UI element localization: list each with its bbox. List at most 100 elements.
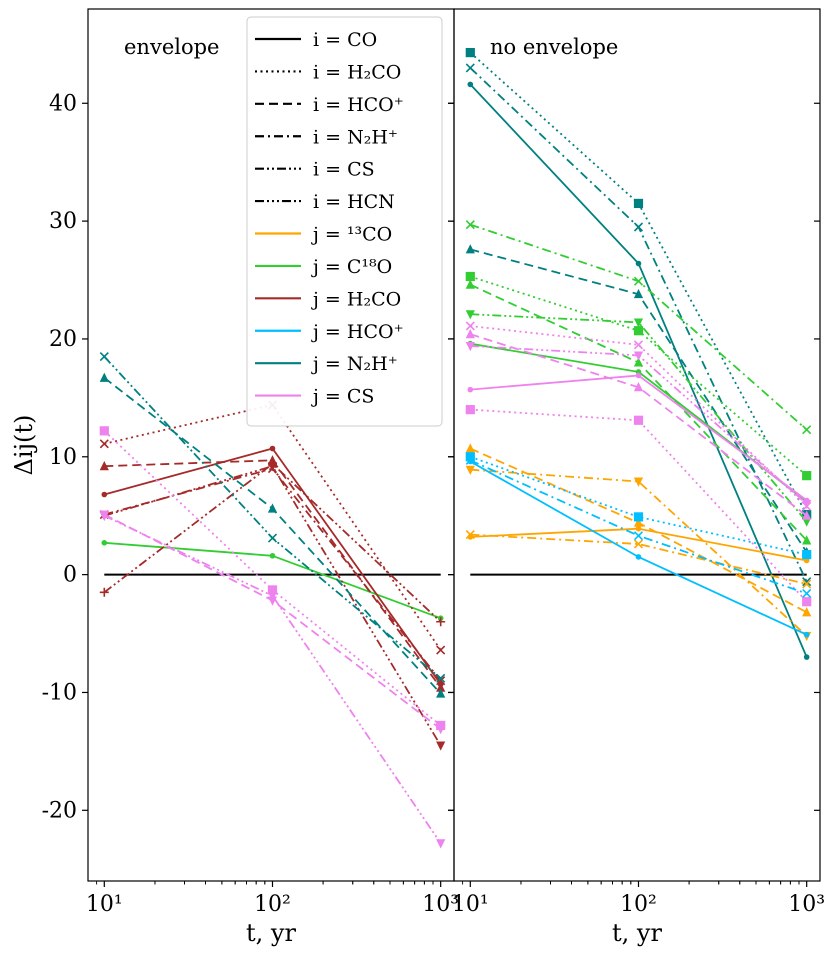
data-point-CS-H2CO-2 (436, 617, 446, 627)
y-tick-label: 40 (49, 91, 77, 116)
data-point-HCN-H2CO-1 (267, 462, 278, 472)
data-point-HCO+-CS-0 (465, 329, 475, 339)
data-point-H2CO-CS-2 (802, 597, 812, 607)
data-point-N2H+-N2H+-0 (465, 63, 475, 73)
data-point-CO-CS-2 (803, 497, 810, 504)
y-axis-title: Δij(t) (10, 415, 38, 476)
data-point-N2H+-C18O-0 (465, 220, 475, 230)
legend-label: i = CO (313, 29, 377, 51)
data-point-H2CO-CS-0 (465, 321, 475, 331)
x-tick-label: 10² (254, 892, 291, 917)
data-point-HCN-H2CO-2 (436, 741, 446, 751)
data-point-N2H+-13CO-0 (465, 465, 475, 475)
data-point-H2CO-N2H+-1 (633, 198, 644, 209)
data-point-CS-N2H+-0 (99, 352, 109, 362)
panel-2: no envelope (453, 8, 821, 882)
legend-label: i = N₂H⁺ (313, 126, 398, 148)
data-point-H2CO-N2H+-0 (465, 48, 475, 58)
panel-1: envelope (87, 8, 455, 882)
data-point-HCO+-N2H+-1 (267, 503, 278, 513)
data-point-H2CO-HCO+-1 (633, 512, 644, 522)
data-point-H2CO-C18O-0 (465, 271, 475, 282)
data-point-H2CO-CS-0 (465, 405, 475, 415)
series-line-H2CO-N2H+ (469, 51, 808, 515)
data-point-CO-CS-1 (635, 372, 642, 379)
legend-box (246, 16, 443, 427)
data-point-HCN-CS-2 (802, 499, 812, 510)
series-line-H2CO-CS (470, 325, 808, 507)
legend-label: j = H₂CO (311, 288, 401, 310)
panel-1-plot-area (99, 352, 446, 849)
data-point-HCO+-N2H+-0 (99, 372, 109, 382)
y-tick-label: 10 (49, 445, 77, 470)
legend-label: j = C¹⁸O (311, 256, 392, 278)
data-point-H2CO-H2CO-0 (99, 439, 109, 449)
legend-label: i = HCO⁺ (313, 94, 404, 116)
series-line-H2CO-CS (103, 430, 442, 727)
data-point-N2H+-13CO-0 (465, 529, 475, 540)
legend-label: j = CS (311, 386, 374, 408)
panel-2-plot-area (465, 48, 812, 660)
data-point-CO-13CO-1 (635, 525, 642, 532)
data-point-HCO+-13CO-0 (465, 443, 475, 453)
legend-label: i = H₂CO (313, 61, 401, 83)
data-point-H2CO-H2CO-2 (436, 645, 446, 655)
data-point-H2CO-CS-0 (99, 426, 109, 436)
data-point-CO-C18O-0 (101, 540, 108, 546)
data-point-HCO+-13CO-2 (802, 607, 812, 617)
legend: i = CO i = H₂CO i = HCO⁺ i = N₂H⁺ i = CS i = … (246, 16, 443, 427)
series-line-CS-C18O (470, 313, 808, 523)
panel-label-1: envelope (124, 35, 219, 59)
x-tick-label: 10¹ (86, 892, 123, 917)
panel-2-frame (453, 8, 821, 882)
data-point-HCO+-CS-2 (802, 510, 812, 520)
data-point-H2CO-CS-1 (267, 585, 278, 595)
legend-label: j = HCO⁺ (311, 321, 404, 343)
data-point-H2CO-C18O-1 (633, 326, 644, 336)
data-point-HCN-CS-0 (465, 342, 475, 352)
x-tick-label: 10¹ (452, 892, 489, 917)
data-point-HCO+-H2CO-0 (99, 461, 109, 471)
data-point-HCO+-13CO-1 (633, 517, 644, 527)
x-tick-label: 10³ (788, 892, 825, 917)
data-point-N2H+-N2H+-2 (802, 577, 812, 587)
data-point-HCO+-N2H+-1 (633, 288, 644, 299)
legend-label: j = ¹³CO (311, 224, 392, 246)
y-tick-label: 30 (49, 209, 77, 234)
data-point-HCN-CS-2 (436, 839, 446, 849)
data-point-CO-CS-0 (467, 386, 474, 393)
x-tick-label: 10² (620, 892, 657, 917)
legend-label: j = N₂H⁺ (311, 353, 398, 375)
data-point-CS-H2CO-0 (99, 587, 109, 597)
data-point-CS-C18O-0 (465, 310, 475, 320)
data-point-N2H+-C18O-2 (802, 425, 812, 435)
data-point-N2H+-H2CO-2 (436, 676, 446, 686)
x-axis-title-1: t, yr (246, 919, 296, 947)
data-point-H2CO-CS-1 (633, 340, 644, 350)
data-point-CO-N2H+-1 (635, 260, 642, 267)
x-tick-label: 10³ (422, 892, 459, 917)
x-axis-title-2: t, yr (612, 919, 662, 947)
y-tick-label: -20 (42, 798, 77, 823)
data-point-CO-HCO+-2 (803, 631, 810, 638)
data-point-CO-N2H+-2 (803, 654, 810, 660)
data-point-CS-C18O-2 (802, 517, 812, 527)
data-point-CO-HCO+-0 (467, 458, 474, 465)
data-point-N2H+-HCO+-2 (802, 588, 812, 599)
data-point-CO-HCO+-1 (635, 554, 642, 560)
data-point-N2H+-13CO-1 (633, 477, 644, 487)
data-point-HCN-CS-1 (267, 591, 278, 602)
legend-label: i = HCN (313, 191, 395, 213)
data-point-CS-C18O-1 (633, 318, 644, 328)
data-point-H2CO-HCO+-2 (802, 549, 812, 560)
data-point-N2H+-C18O-1 (633, 276, 644, 286)
data-point-HCN-CS-0 (99, 511, 109, 521)
series-line-HCN-CS (103, 514, 442, 844)
y-tick-label: -10 (42, 680, 77, 705)
data-point-HCO+-H2CO-2 (436, 682, 446, 692)
data-point-HCO+-C18O-1 (633, 357, 644, 367)
data-point-CO-H2CO-1 (269, 445, 276, 452)
data-point-N2H+-13CO-2 (802, 579, 812, 589)
series-line-CO-H2CO (104, 447, 442, 685)
